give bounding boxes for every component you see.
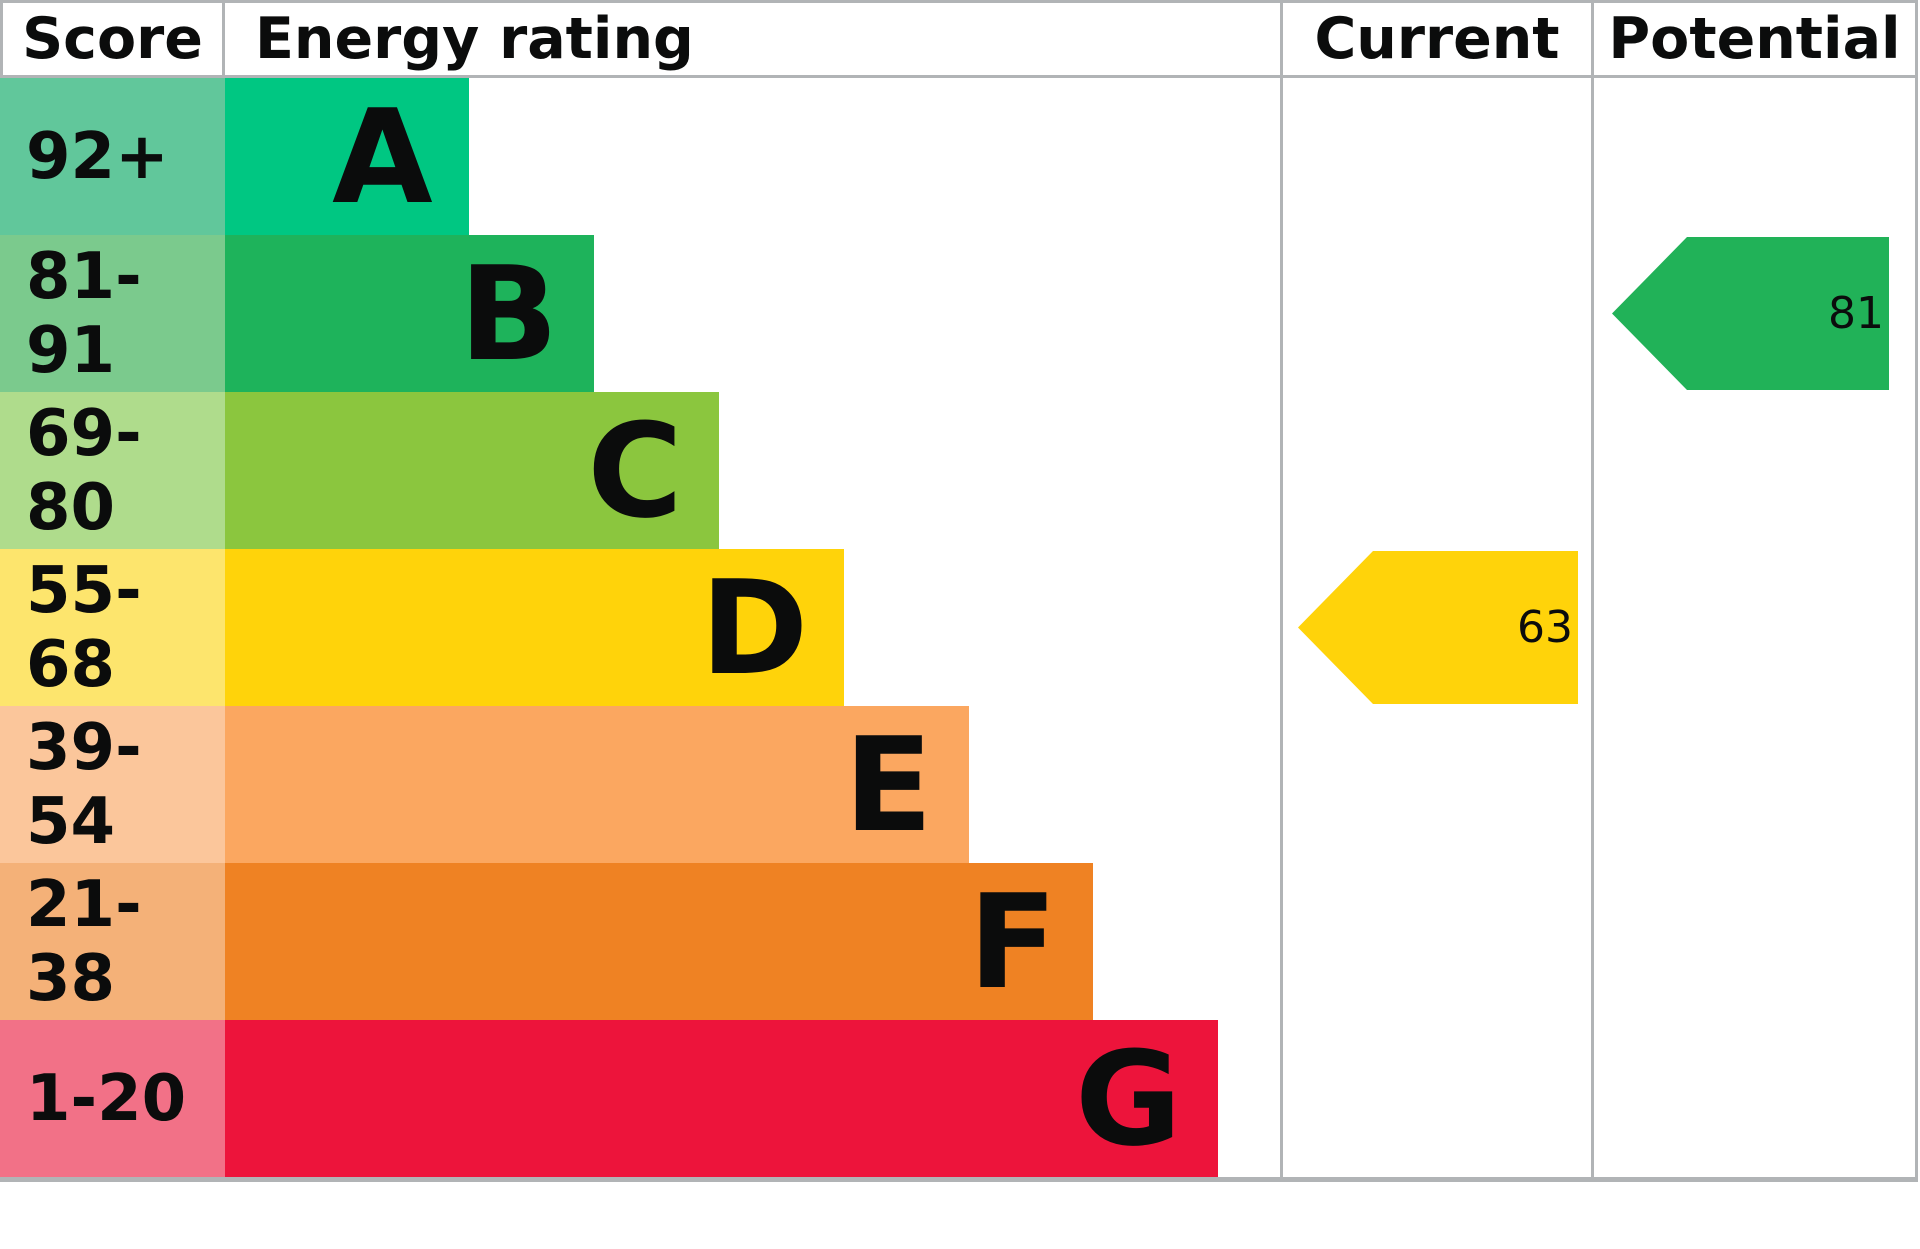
potential-rating-value: 81	[1828, 288, 1884, 339]
rating-letter: E	[843, 708, 933, 861]
score-cell: 55-68	[0, 549, 225, 706]
rating-bar-c: C	[225, 392, 719, 549]
potential-rating-arrow: 81	[1612, 237, 1889, 390]
score-range-label: 1-20	[26, 1061, 187, 1136]
rating-bar-e: E	[225, 706, 969, 863]
score-cell: 21-38	[0, 863, 225, 1020]
score-cell: 39-54	[0, 706, 225, 863]
band-row-a: 92+ A	[0, 78, 1918, 235]
score-cell: 92+	[0, 78, 225, 235]
band-row-g: 1-20 G	[0, 1020, 1918, 1177]
rating-bar-f: F	[225, 863, 1094, 1020]
band-row-b: 81-91 B 81	[0, 235, 1918, 392]
current-cell: 63	[1280, 549, 1594, 706]
bar-cell: E	[225, 706, 1280, 863]
score-range-label: 39-54	[26, 710, 142, 859]
potential-cell	[1594, 863, 1918, 1020]
rating-letter: F	[968, 865, 1058, 1018]
band-row-c: 69-80 C	[0, 392, 1918, 549]
potential-cell	[1594, 78, 1918, 235]
current-cell	[1280, 78, 1594, 235]
bar-cell: D	[225, 549, 1280, 706]
chart-header-row: Score Energy rating Current Potential	[0, 0, 1918, 78]
band-row-d: 55-68 D 63	[0, 549, 1918, 706]
potential-cell	[1594, 1020, 1918, 1177]
rating-letter: A	[332, 80, 433, 233]
current-rating-value: 63	[1517, 602, 1573, 653]
score-range-label: 21-38	[26, 867, 142, 1016]
epc-rating-chart: Score Energy rating Current Potential 92…	[0, 0, 1918, 1182]
column-header-score: Score	[0, 3, 225, 78]
column-header-energy-rating: Energy rating	[225, 3, 1280, 78]
rating-bar-b: B	[225, 235, 595, 392]
rating-letter: D	[700, 551, 809, 704]
rating-letter: C	[587, 394, 683, 547]
potential-cell	[1594, 706, 1918, 863]
column-header-current: Current	[1280, 3, 1594, 78]
current-rating-arrow: 63	[1298, 551, 1578, 704]
bar-cell: A	[225, 78, 1280, 235]
rating-bar-a: A	[225, 78, 469, 235]
bar-cell: B	[225, 235, 1280, 392]
column-header-potential: Potential	[1594, 3, 1918, 78]
potential-cell: 81	[1594, 235, 1918, 392]
potential-cell	[1594, 549, 1918, 706]
bar-cell: G	[225, 1020, 1280, 1177]
score-cell: 69-80	[0, 392, 225, 549]
band-row-f: 21-38 F	[0, 863, 1918, 1020]
potential-cell	[1594, 392, 1918, 549]
score-cell: 81-91	[0, 235, 225, 392]
band-row-e: 39-54 E	[0, 706, 1918, 863]
current-cell	[1280, 392, 1594, 549]
rating-letter: B	[459, 237, 559, 390]
score-range-label: 69-80	[26, 396, 142, 545]
current-cell	[1280, 235, 1594, 392]
current-cell	[1280, 706, 1594, 863]
score-range-label: 92+	[26, 119, 169, 194]
score-range-label: 55-68	[26, 553, 142, 702]
rating-bar-d: D	[225, 549, 845, 706]
rating-bar-g: G	[225, 1020, 1218, 1177]
current-cell	[1280, 863, 1594, 1020]
rating-letter: G	[1075, 1022, 1182, 1175]
score-cell: 1-20	[0, 1020, 225, 1177]
score-range-label: 81-91	[26, 239, 142, 388]
chart-body: 92+ A	[0, 78, 1918, 1182]
current-cell	[1280, 1020, 1594, 1177]
bar-cell: F	[225, 863, 1280, 1020]
bar-cell: C	[225, 392, 1280, 549]
